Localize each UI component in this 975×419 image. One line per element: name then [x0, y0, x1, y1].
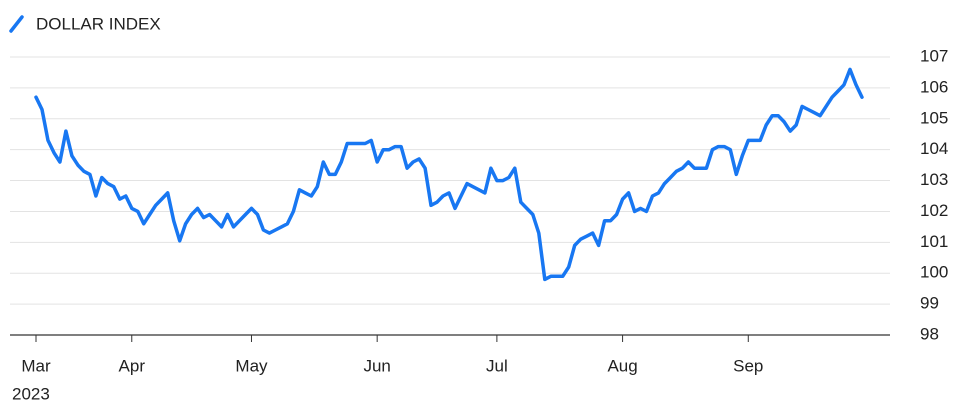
year-label: 2023 [12, 384, 50, 403]
x-tick-label: Apr [119, 356, 146, 375]
y-tick-label: 103 [920, 170, 948, 189]
x-tick-label: Sep [733, 356, 763, 375]
y-tick-label: 100 [920, 263, 948, 282]
y-tick-label: 104 [920, 139, 948, 158]
y-tick-label: 107 [920, 46, 948, 65]
x-tick-label: May [235, 356, 268, 375]
data-line [34, 67, 864, 282]
y-tick-label: 102 [920, 201, 948, 220]
x-tick-label: Aug [607, 356, 637, 375]
y-tick-label: 99 [920, 294, 939, 313]
x-tick-label: Jun [363, 356, 390, 375]
y-tick-label: 105 [920, 108, 948, 127]
legend-swatch [9, 15, 24, 33]
y-tick-label: 101 [920, 232, 948, 251]
legend-label: DOLLAR INDEX [36, 14, 161, 33]
x-tick-label: Mar [21, 356, 51, 375]
y-tick-label: 106 [920, 77, 948, 96]
x-tick-label: Jul [486, 356, 508, 375]
y-tick-label: 98 [920, 324, 939, 343]
